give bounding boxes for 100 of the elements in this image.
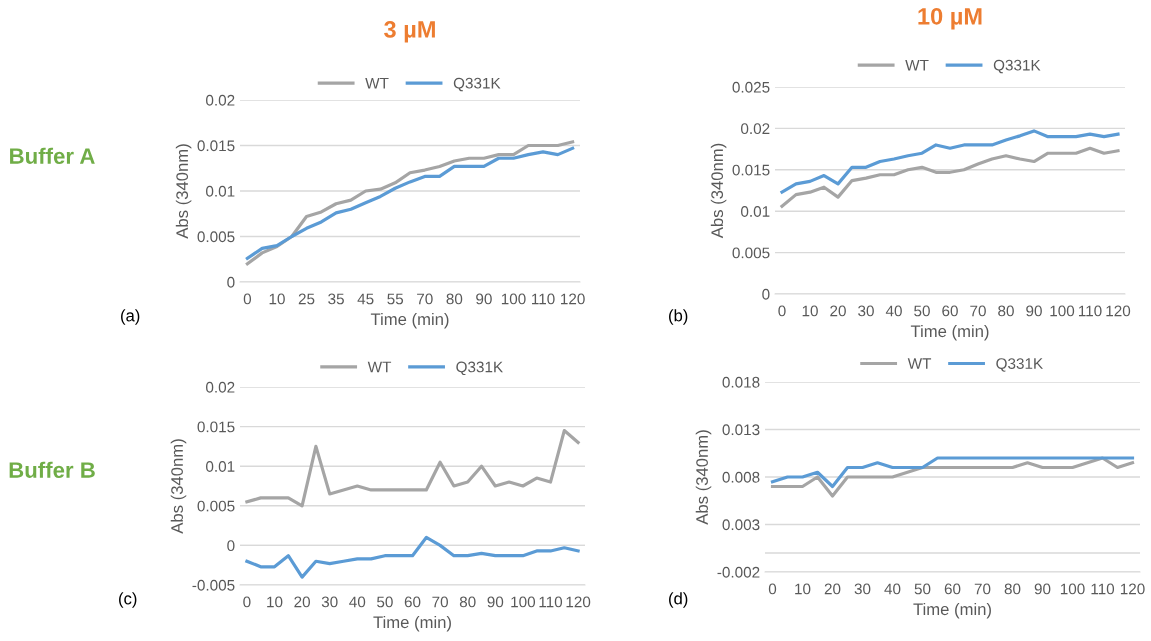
x-tick-label: 70 (970, 305, 986, 317)
y-tick-label: 0 (227, 540, 235, 552)
y-axis-title: Abs (340nm) (710, 143, 727, 239)
x-tick-label: 20 (294, 596, 310, 608)
x-tick-label: 70 (432, 596, 448, 608)
y-tick-label: 0.015 (197, 140, 235, 152)
text: Buffer A (10, 147, 95, 164)
legend-label: WT (367, 361, 392, 373)
text: Buffer B (9, 461, 95, 478)
y-tick-label: 0.02 (741, 123, 770, 135)
x-tick-label: 120 (561, 293, 585, 305)
x-tick-label: 30 (858, 305, 874, 317)
y-tick-label: 0.005 (732, 247, 770, 259)
y-axis-title: Abs (340nm) (175, 144, 192, 239)
x-tick-label: 100 (501, 293, 526, 305)
text: (c) (119, 592, 137, 608)
legend-label: Q331K (996, 358, 1043, 372)
x-tick-label: 60 (944, 583, 961, 595)
legend-label: WT (907, 358, 932, 369)
y-tick-label: 0.003 (722, 519, 760, 531)
x-tick-label: 0 (243, 293, 252, 305)
x-tick-label: 90 (1034, 583, 1051, 595)
y-tick-label: 0 (227, 276, 235, 288)
x-tick-label: 55 (387, 293, 404, 305)
x-tick-label: 50 (914, 305, 930, 317)
x-tick-label: 110 (532, 293, 555, 305)
x-tick-label: 40 (885, 305, 902, 317)
y-tick-label: 0.01 (206, 185, 235, 197)
x-tick-label: 10 (802, 305, 818, 317)
y-tick-label: 0.015 (197, 421, 235, 433)
y-tick-label: 0.025 (732, 81, 770, 93)
x-axis-title: Time (min) (373, 615, 451, 632)
x-tick-label: 120 (566, 596, 591, 608)
y-tick-label: 0.008 (722, 471, 760, 483)
line-series (245, 428, 580, 508)
line-series (770, 456, 1135, 489)
y-tick-label: 0.018 (722, 376, 760, 388)
x-tick-label: 120 (1106, 305, 1131, 317)
x-tick-label: 0 (243, 596, 251, 608)
x-tick-label: 45 (357, 293, 374, 305)
x-tick-label: 60 (404, 596, 421, 608)
y-tick-label: 0.01 (741, 206, 770, 217)
x-tick-label: 80 (459, 596, 476, 608)
y-axis-title: Abs (340nm) (170, 439, 187, 534)
text: (b) (669, 309, 688, 325)
chart-title: 3 µM (384, 21, 435, 43)
x-tick-label: 120 (1120, 583, 1145, 595)
x-tick-label: 80 (446, 293, 463, 305)
x-tick-label: 70 (974, 583, 991, 595)
x-tick-label: 10 (269, 293, 285, 305)
x-tick-label: 30 (321, 596, 338, 608)
legend-label: Q331K (453, 77, 501, 92)
x-tick-label: 50 (914, 583, 931, 595)
text: (d) (669, 592, 688, 608)
y-tick-label: 0.013 (722, 424, 760, 436)
x-axis-title: Time (min) (910, 324, 989, 341)
legend-label: WT (905, 59, 929, 71)
x-tick-label: 50 (377, 596, 393, 608)
x-tick-label: 90 (476, 293, 492, 305)
x-axis-title: Time (min) (370, 312, 449, 329)
text: (a) (121, 309, 140, 325)
x-tick-label: 110 (1078, 305, 1102, 317)
legend-label: Q331K (993, 59, 1041, 74)
x-tick-label: 110 (1091, 583, 1115, 595)
x-axis-title: Time (min) (913, 602, 991, 619)
x-tick-label: 0 (778, 305, 786, 317)
x-tick-label: 10 (267, 596, 283, 608)
x-tick-label: 100 (1060, 583, 1085, 595)
x-tick-label: 60 (942, 305, 958, 317)
x-tick-label: 110 (539, 596, 563, 608)
y-tick-label: 0.015 (732, 164, 770, 176)
line-series (780, 129, 1120, 194)
y-tick-label: 0.02 (206, 381, 235, 393)
y-tick-label: 0.01 (206, 461, 235, 472)
line-series (780, 146, 1120, 208)
x-tick-label: 80 (998, 305, 1014, 317)
y-axis-title: Abs (340nm) (695, 430, 712, 525)
chart-title: 10 µM (918, 8, 982, 30)
x-tick-label: 10 (795, 583, 811, 595)
x-tick-label: 70 (417, 293, 433, 305)
y-tick-label: 0.005 (197, 231, 235, 243)
x-tick-label: 30 (854, 583, 871, 595)
x-tick-label: 80 (1004, 583, 1021, 595)
x-tick-label: 20 (824, 583, 841, 595)
line-series (245, 535, 580, 579)
x-tick-label: 90 (487, 596, 504, 608)
x-tick-label: 90 (1026, 305, 1042, 317)
x-tick-label: 40 (349, 596, 366, 608)
x-tick-label: 25 (298, 293, 315, 305)
x-tick-label: 100 (511, 596, 536, 608)
y-tick-label: -0.002 (717, 566, 760, 578)
x-tick-label: 100 (1050, 305, 1075, 317)
y-tick-label: -0.005 (192, 579, 235, 591)
x-tick-label: 20 (830, 305, 846, 317)
x-tick-label: 35 (328, 293, 344, 305)
y-tick-label: 0.005 (197, 500, 235, 512)
y-tick-label: 0.02 (206, 94, 235, 106)
legend-label: WT (365, 77, 389, 89)
legend-label: Q331K (456, 361, 503, 376)
x-tick-label: 40 (884, 583, 901, 595)
